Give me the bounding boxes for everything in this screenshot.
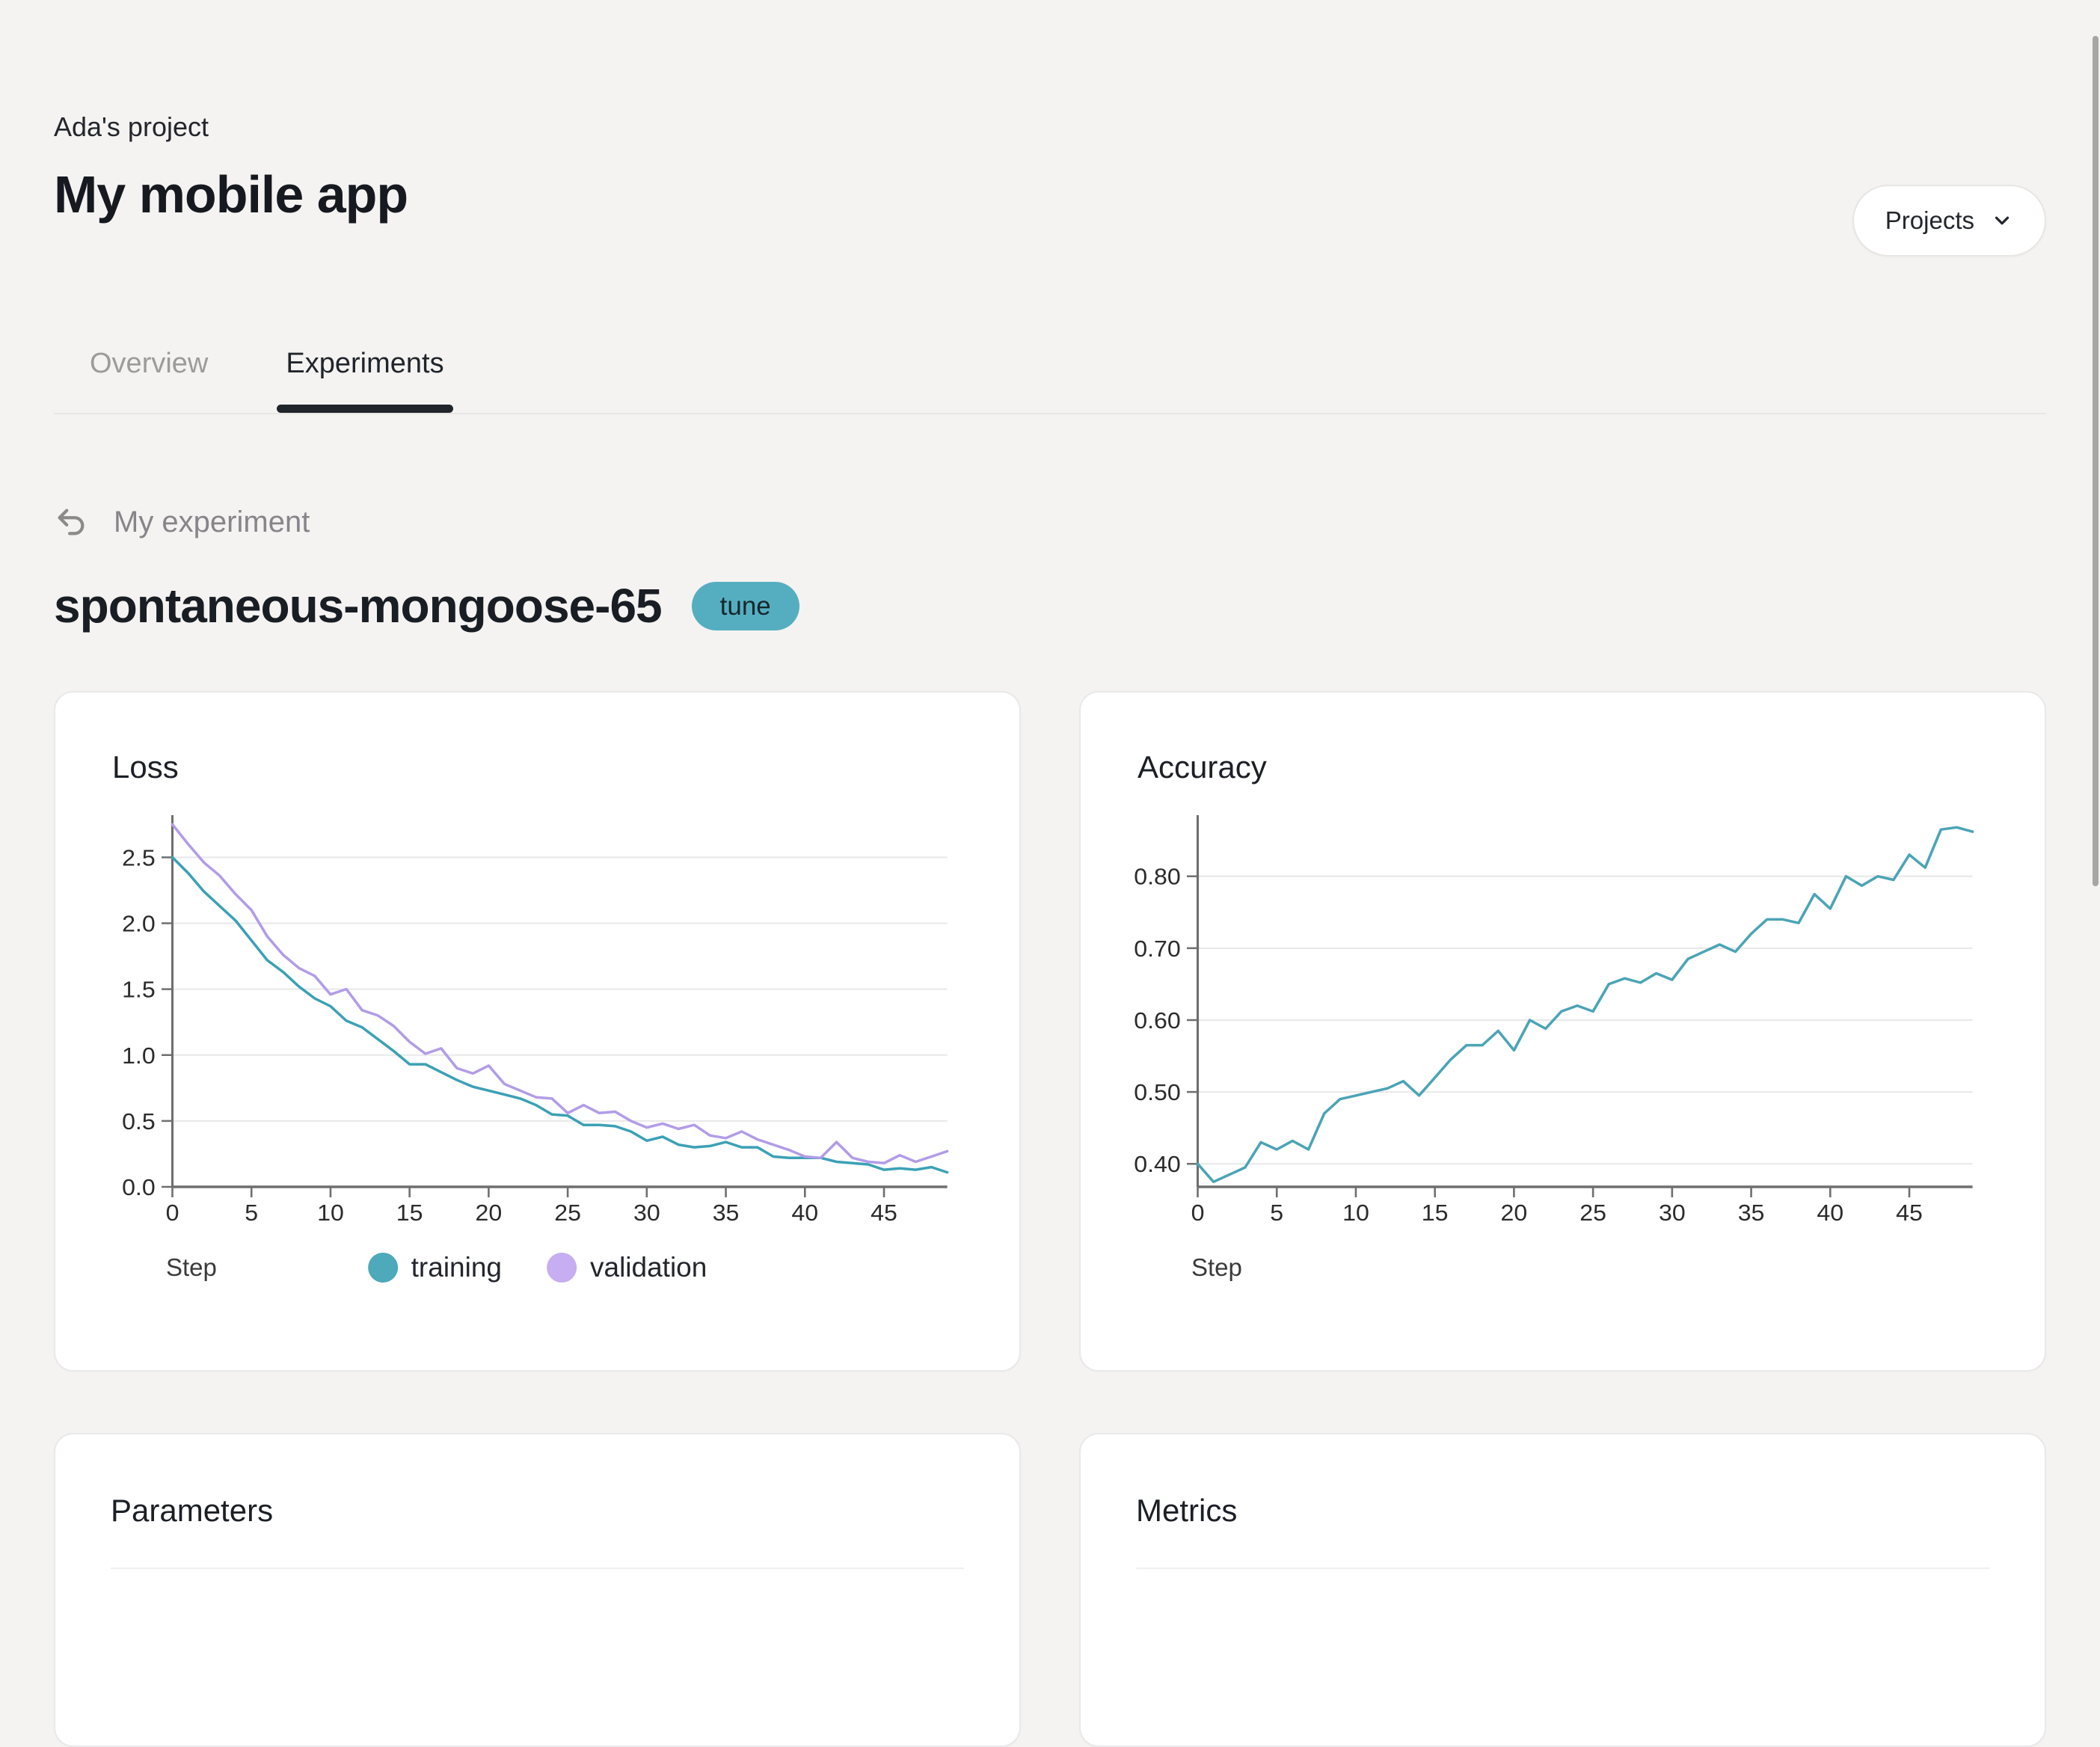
experiment-title-row: spontaneous-mongoose-65 tune: [54, 574, 2046, 637]
loss-x-axis-label: Step: [166, 1253, 217, 1281]
parameters-card-title: Parameters: [111, 1493, 274, 1528]
x-tick-label: 25: [554, 1200, 581, 1226]
parameters-card-divider: [111, 1568, 964, 1569]
x-tick-label: 20: [476, 1200, 503, 1226]
x-tick-label: 35: [1738, 1200, 1765, 1226]
page-title: My mobile app: [54, 165, 408, 224]
legend-entry-training: training: [367, 1252, 503, 1283]
loss-chart-svg: 0.0 0.5 1.0 1.5 2.0 2.5 0 5 10 15 20 25 30 35 40 45: [122, 815, 949, 1226]
chart-line-accuracy: [1196, 826, 1974, 1184]
training-legend-dot: [367, 1253, 398, 1283]
x-tick-label: 0: [1191, 1200, 1205, 1226]
parameters-card: Parameters: [54, 1433, 1021, 1747]
y-tick-label: 1.5: [122, 976, 156, 1002]
y-tick-label: 0.60: [1134, 1007, 1180, 1033]
metrics-card: Metrics: [1079, 1433, 2046, 1747]
chart-line-training: [171, 856, 949, 1174]
tab-bar: Overview Experiments: [54, 347, 2046, 413]
accuracy-chart-svg: 0.40 0.50 0.60 0.70 0.80 0 5 10 15 20 25 30 35 40 45: [1134, 815, 1974, 1226]
x-tick-label: 45: [1896, 1200, 1923, 1226]
x-tick-label: 45: [871, 1200, 897, 1226]
x-tick-label: 5: [245, 1200, 258, 1226]
y-tick-label: 1.0: [122, 1042, 156, 1068]
projects-dropdown-button[interactable]: Projects: [1852, 185, 2046, 257]
training-legend-label: training: [411, 1252, 503, 1283]
y-tick-label: 0.0: [122, 1174, 156, 1200]
tab-experiments[interactable]: Experiments: [277, 347, 453, 413]
tab-bar-divider: [54, 413, 2046, 414]
metrics-card-title: Metrics: [1136, 1493, 1238, 1528]
accuracy-chart-footer: Step: [1123, 1243, 2003, 1292]
loss-chart-card: Loss 0.0 0.5 1.0 1.5 2.0 2.5 0 5 10 15 20 25 30 35 40 4…: [54, 691, 1021, 1372]
x-tick-label: 5: [1270, 1200, 1283, 1226]
x-tick-label: 30: [633, 1200, 660, 1226]
accuracy-chart-card: Accuracy 0.40 0.50 0.60 0.70 0.80 0 5 10 15 20 25 3…: [1079, 691, 2046, 1372]
y-tick-label: 0.50: [1134, 1079, 1180, 1105]
x-tick-label: 30: [1659, 1200, 1686, 1226]
x-tick-label: 40: [791, 1200, 818, 1226]
validation-legend-dot: [547, 1253, 577, 1283]
experiment-tag-badge: tune: [691, 581, 799, 630]
x-tick-label: 10: [317, 1200, 344, 1226]
y-tick-label: 0.70: [1134, 935, 1180, 961]
back-to-experiment-link[interactable]: My experiment: [54, 503, 310, 541]
accuracy-x-axis-label: Step: [1191, 1253, 1242, 1281]
y-tick-label: 0.5: [122, 1108, 156, 1134]
undo-arrow-icon: [58, 509, 85, 535]
cards-grid: Loss 0.0 0.5 1.0 1.5 2.0 2.5 0 5 10 15 20 25 30 35 40 4…: [54, 691, 2046, 1747]
x-tick-label: 25: [1579, 1200, 1606, 1226]
scrollbar-thumb[interactable]: [2093, 36, 2099, 886]
y-tick-label: 2.5: [122, 844, 156, 871]
experiment-name: spontaneous-mongoose-65: [54, 579, 663, 633]
accuracy-chart-title: Accuracy: [1138, 749, 1267, 785]
x-tick-label: 35: [713, 1200, 740, 1226]
x-tick-label: 0: [166, 1200, 179, 1226]
breadcrumb-experiment-label: My experiment: [114, 506, 310, 538]
x-tick-label: 15: [1422, 1200, 1449, 1226]
tab-overview[interactable]: Overview: [90, 348, 209, 379]
y-tick-label: 2.0: [122, 910, 156, 936]
loss-chart-legend: training validation: [367, 1252, 707, 1283]
projects-button-label: Projects: [1885, 206, 1974, 234]
chevron-down-icon: [1995, 216, 2010, 225]
loss-chart-title: Loss: [112, 749, 179, 785]
y-tick-label: 0.40: [1134, 1151, 1180, 1177]
metrics-card-divider: [1136, 1568, 1989, 1569]
x-tick-label: 10: [1342, 1200, 1369, 1226]
y-tick-label: 0.80: [1134, 863, 1180, 889]
x-tick-label: 40: [1817, 1200, 1843, 1226]
x-tick-label: 20: [1501, 1200, 1528, 1226]
legend-entry-validation: validation: [547, 1252, 707, 1283]
x-tick-label: 15: [396, 1200, 423, 1226]
validation-legend-label: validation: [590, 1252, 707, 1283]
project-breadcrumb-label: Ada's project: [54, 111, 209, 142]
loss-chart-footer: Step training validation: [97, 1243, 977, 1292]
chart-line-validation: [171, 823, 949, 1165]
